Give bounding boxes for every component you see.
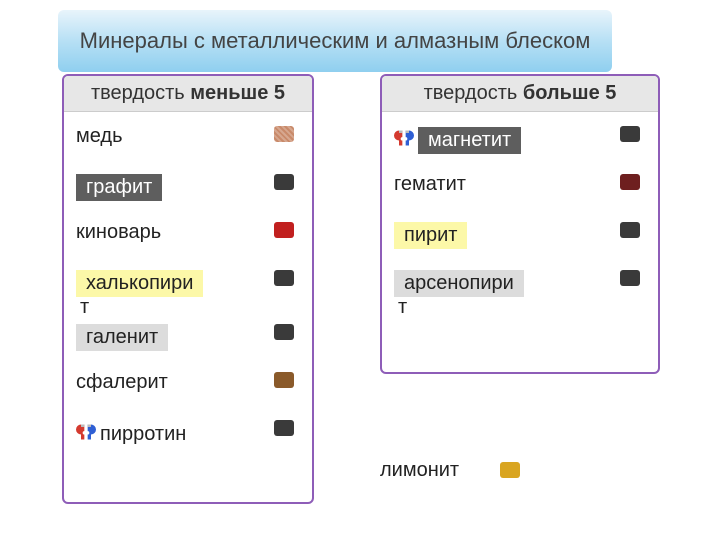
- page-title: Минералы с металлическим и алмазным блес…: [58, 10, 612, 72]
- color-swatch: [620, 126, 640, 142]
- mineral-row: арсенопирит: [394, 264, 646, 318]
- mineral-label: киноварь: [76, 216, 161, 243]
- color-swatch: [274, 324, 294, 340]
- mineral-name: галенит: [76, 324, 168, 351]
- mineral-name: арсенопири: [394, 270, 524, 297]
- mineral-row: сфалерит: [76, 366, 300, 414]
- mineral-label: магнетит: [394, 120, 521, 154]
- panel-left-header-bold: меньше 5: [190, 82, 285, 104]
- mineral-label: пирит: [394, 216, 467, 249]
- panel-right-header-prefix: твердость: [424, 82, 523, 104]
- mineral-row: киноварь: [76, 216, 300, 264]
- color-swatch: [620, 270, 640, 286]
- mineral-label: медь: [76, 120, 123, 147]
- panel-right-header-bold: больше 5: [523, 82, 617, 104]
- mineral-name: сфалерит: [76, 371, 168, 393]
- color-swatch: [274, 174, 294, 190]
- mineral-label: халькопирит: [76, 264, 203, 318]
- mineral-row: графит: [76, 168, 300, 216]
- mineral-name-tail: т: [76, 296, 89, 318]
- mineral-name: графит: [76, 174, 162, 201]
- mineral-label: графит: [76, 168, 162, 201]
- mineral-name: пирротин: [100, 423, 186, 445]
- mineral-row: пирит: [394, 216, 646, 264]
- color-swatch: [620, 222, 640, 238]
- mineral-label: арсенопирит: [394, 264, 524, 318]
- color-swatch: [274, 126, 294, 142]
- mineral-name: гематит: [394, 173, 466, 195]
- mineral-label: гематит: [394, 168, 466, 195]
- mineral-row: халькопирит: [76, 264, 300, 318]
- panel-hardness-more-5: твердость больше 5 магнетит гематит пирит а…: [380, 74, 660, 374]
- mineral-name: магнетит: [418, 127, 521, 154]
- panel-hardness-less-5: твердость меньше 5 медь графит киноварь хал…: [62, 74, 314, 504]
- mineral-name: медь: [76, 125, 123, 147]
- panel-left-header: твердость меньше 5: [64, 76, 312, 112]
- panel-right-body: магнетит гематит пирит арсенопирит: [382, 112, 658, 326]
- mineral-label: пирротин: [76, 414, 186, 445]
- mineral-row: магнетит: [394, 120, 646, 168]
- color-swatch: [274, 420, 294, 436]
- mineral-row: пирротин: [76, 414, 300, 462]
- mineral-name: пирит: [394, 222, 467, 249]
- title-text: Минералы с металлическим и алмазным блес…: [80, 28, 591, 54]
- mineral-row: гематит: [394, 168, 646, 216]
- color-swatch: [274, 270, 294, 286]
- panel-left-body: медь графит киноварь халькопирит галенит сфал…: [64, 112, 312, 470]
- mineral-name-tail: т: [394, 296, 407, 318]
- mineral-row: галенит: [76, 318, 300, 366]
- floating-limonite-label: лимонит: [380, 460, 459, 481]
- panel-right-header: твердость больше 5: [382, 76, 658, 112]
- mineral-label: сфалерит: [76, 366, 168, 393]
- mineral-name: халькопири: [76, 270, 203, 297]
- panel-left-header-prefix: твердость: [91, 82, 190, 104]
- color-swatch: [274, 222, 294, 238]
- mineral-label: галенит: [76, 318, 168, 351]
- floating-limonite-swatch: [500, 462, 520, 478]
- color-swatch: [620, 174, 640, 190]
- mineral-name: киноварь: [76, 221, 161, 243]
- magnet-icon: [394, 128, 414, 148]
- magnet-icon: [76, 422, 96, 442]
- mineral-row: медь: [76, 120, 300, 168]
- color-swatch: [274, 372, 294, 388]
